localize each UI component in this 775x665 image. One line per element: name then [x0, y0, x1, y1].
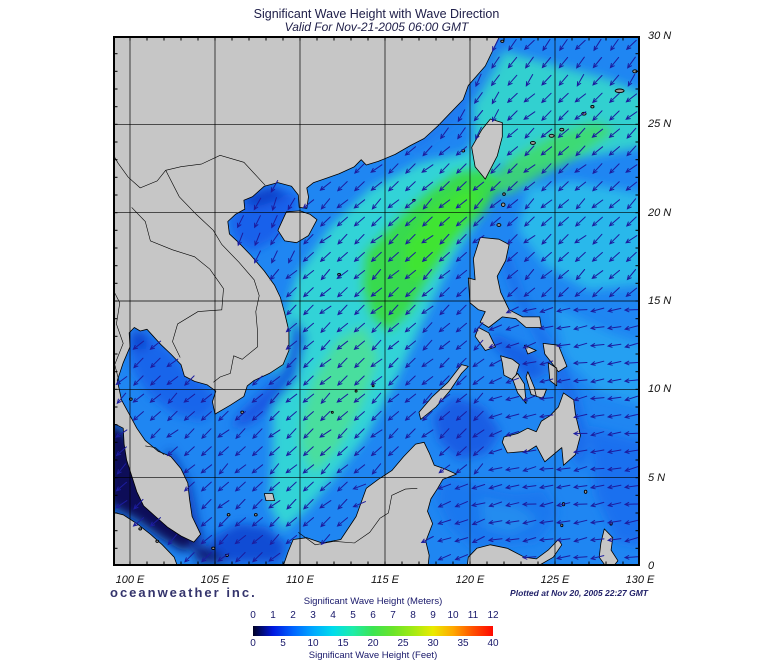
colorbar-meters-tick: 4	[330, 610, 336, 621]
grid-layer	[113, 36, 640, 566]
lon-tick-label: 130 E	[625, 574, 655, 586]
colorbar-feet-tick: 25	[397, 638, 409, 649]
oceanweather-logo: oceanweather inc.	[110, 585, 257, 600]
valid-time-subtitle: Valid For Nov-21-2005 06:00 GMT	[284, 20, 469, 34]
lon-tick-label: 125 E	[540, 574, 570, 586]
colorbar-meters-tick: 5	[350, 610, 356, 621]
lat-tick-label: 15 N	[648, 295, 672, 307]
colorbar-meters-tick: 11	[467, 610, 479, 621]
colorbar-meters-tick: 12	[487, 610, 499, 621]
lat-tick-label: 20 N	[648, 206, 672, 219]
wave-direction-arrows	[115, 38, 639, 563]
colorbar-meters-tick: 6	[370, 610, 376, 621]
colorbar-meters-tick: 8	[410, 610, 416, 621]
lat-tick-label: 10 N	[648, 383, 672, 396]
lat-tick-label: 5 N	[648, 471, 666, 484]
colorbar-feet-tick: 15	[337, 638, 349, 649]
colorbar	[253, 626, 493, 636]
colorbar-meters-tick: 2	[290, 610, 296, 621]
wave-height-map	[113, 36, 640, 566]
page-title: Significant Wave Height with Wave Direct…	[253, 7, 500, 21]
lat-tick-label: 25 N	[648, 118, 672, 131]
colorbar-meters-tick: 3	[310, 610, 316, 621]
map-frame	[113, 36, 640, 566]
lon-tick-label: 100 E	[115, 574, 145, 586]
colorbar-feet-tick: 20	[367, 638, 379, 649]
colorbar-feet-tick: 10	[307, 638, 319, 649]
colorbar-meters-tick: 7	[390, 610, 396, 621]
colorbar-feet-tick: 40	[487, 638, 499, 649]
legend-title-feet: Significant Wave Height (Feet)	[308, 650, 438, 661]
colorbar-meters-tick: 1	[270, 610, 276, 621]
plotted-timestamp: Plotted at Nov 20, 2005 22:27 GMT	[510, 588, 648, 598]
lat-tick-label: 30 N	[648, 30, 672, 42]
colorbar-feet-tick: 30	[427, 638, 439, 649]
colorbar-feet-tick: 0	[250, 638, 256, 649]
colorbar-meters-tick: 0	[250, 610, 256, 621]
lon-tick-label: 105 E	[200, 574, 230, 586]
lat-tick-label: 0	[648, 560, 655, 572]
colorbar-feet-tick: 35	[457, 638, 469, 649]
colorbar-feet-tick: 5	[280, 638, 286, 649]
lon-tick-label: 115 E	[371, 574, 399, 586]
lon-tick-label: 120 E	[455, 574, 485, 586]
legend-title-meters: Significant Wave Height (Meters)	[303, 596, 443, 607]
colorbar-meters-tick: 9	[430, 610, 436, 621]
colorbar-meters-tick: 10	[447, 610, 459, 621]
lon-tick-label: 110 E	[286, 574, 314, 586]
